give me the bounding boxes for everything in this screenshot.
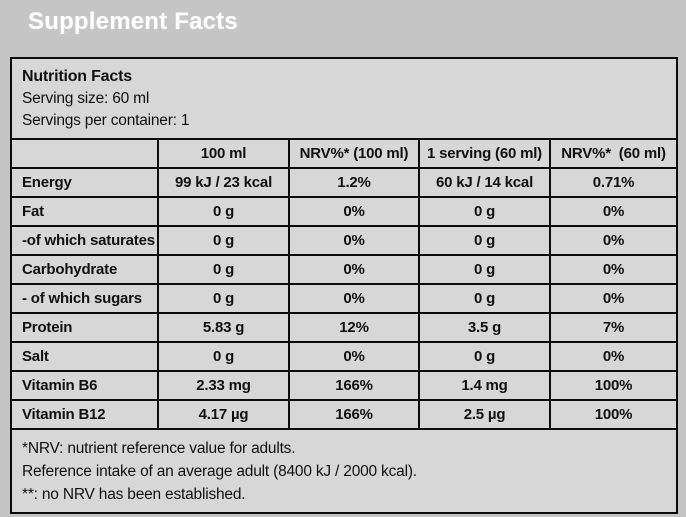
nutrient-value: 0 g — [418, 225, 551, 256]
nutrient-value: 0.71% — [548, 167, 679, 198]
nutrient-label: Protein — [10, 312, 159, 343]
column-header-row: 100 ml NRV%* (100 ml) 1 serving (60 ml) NRV… — [10, 138, 679, 169]
nutrient-value: 0 g — [418, 283, 551, 314]
table-row: Carbohydrate 0 g 0% 0 g 0% — [10, 254, 679, 285]
nutrient-label: Carbohydrate — [10, 254, 159, 285]
nutrient-value: 3.5 g — [418, 312, 551, 343]
column-header-empty — [10, 138, 159, 169]
nutrient-label: Energy — [10, 167, 159, 198]
nutrient-label: Salt — [10, 341, 159, 372]
nutrient-value: 1.2% — [288, 167, 420, 198]
nutrient-value: 99 kJ / 23 kcal — [157, 167, 290, 198]
footnotes-block: *NRV: nutrient reference value for adult… — [9, 428, 679, 514]
serving-info-block: Nutrition Facts Serving size: 60 ml Serv… — [9, 57, 679, 140]
nutrient-value: 0% — [548, 225, 679, 256]
nutrient-value: 100% — [548, 370, 679, 401]
nutrient-label: Fat — [10, 196, 159, 227]
nutrient-label: Vitamin B12 — [10, 399, 159, 430]
nutrient-value: 0 g — [418, 196, 551, 227]
nutrient-value: 0 g — [157, 196, 290, 227]
nutrient-value: 0% — [288, 254, 420, 285]
nutrient-value: 0 g — [418, 254, 551, 285]
table-info-row: Nutrition Facts Serving size: 60 ml Serv… — [9, 57, 679, 140]
table-row: -of which saturates 0 g 0% 0 g 0% — [10, 225, 679, 256]
nutrient-label: Vitamin B6 — [10, 370, 159, 401]
nutrient-value: 0% — [548, 341, 679, 372]
nutrient-value: 0 g — [157, 254, 290, 285]
table-row: Salt 0 g 0% 0 g 0% — [10, 341, 679, 372]
footnote-text: Reference intake of an average adult (84… — [22, 463, 417, 480]
table-row: Protein 5.83 g 12% 3.5 g 7% — [10, 312, 679, 343]
nutrient-label: - of which sugars — [10, 283, 159, 314]
nutrient-value: 166% — [288, 370, 420, 401]
nutrient-value: 0% — [288, 341, 420, 372]
nutrient-value: 0% — [288, 196, 420, 227]
nutrient-value: 0% — [548, 196, 679, 227]
nutrient-value: 100% — [548, 399, 679, 430]
nutrient-value: 5.83 g — [157, 312, 290, 343]
nutrient-value: 12% — [288, 312, 420, 343]
nutrition-facts-table: Nutrition Facts Serving size: 60 ml Serv… — [9, 57, 679, 514]
table-row: Fat 0 g 0% 0 g 0% — [10, 196, 679, 227]
servings-per-container-text: Servings per container: 1 — [22, 112, 190, 129]
nutrient-value: 7% — [548, 312, 679, 343]
nutrient-value: 2.5 µg — [418, 399, 551, 430]
nutrient-value: 2.33 mg — [157, 370, 290, 401]
column-header: NRV%* (60 ml) — [548, 138, 679, 169]
nutrient-value: 0 g — [157, 283, 290, 314]
nutrient-label: -of which saturates — [10, 225, 159, 256]
nutrient-value: 60 kJ / 14 kcal — [418, 167, 551, 198]
nutrient-value: 1.4 mg — [418, 370, 551, 401]
footnote-text: **: no NRV has been established. — [22, 486, 246, 503]
column-header: NRV%* (100 ml) — [288, 138, 420, 169]
serving-size-text: Serving size: 60 ml — [22, 90, 150, 107]
nutrient-value: 0% — [548, 254, 679, 285]
table-row: Vitamin B6 2.33 mg 166% 1.4 mg 100% — [10, 370, 679, 401]
table-footnote-row: *NRV: nutrient reference value for adult… — [9, 428, 679, 514]
column-header: 1 serving (60 ml) — [418, 138, 551, 169]
table-row: - of which sugars 0 g 0% 0 g 0% — [10, 283, 679, 314]
nutrient-value: 0 g — [157, 341, 290, 372]
nutrient-value: 166% — [288, 399, 420, 430]
footnote-text: *NRV: nutrient reference value for adult… — [22, 440, 296, 457]
page-title: Supplement Facts — [28, 8, 238, 35]
table-row: Vitamin B12 4.17 µg 166% 2.5 µg 100% — [10, 399, 679, 430]
nutrition-facts-title: Nutrition Facts — [22, 68, 132, 85]
nutrient-value: 0% — [288, 283, 420, 314]
nutrient-value: 4.17 µg — [157, 399, 290, 430]
nutrient-value: 0% — [288, 225, 420, 256]
nutrient-value: 0 g — [418, 341, 551, 372]
nutrient-value: 0 g — [157, 225, 290, 256]
table-row: Energy 99 kJ / 23 kcal 1.2% 60 kJ / 14 kcal… — [10, 167, 679, 198]
nutrient-value: 0% — [548, 283, 679, 314]
column-header: 100 ml — [157, 138, 290, 169]
